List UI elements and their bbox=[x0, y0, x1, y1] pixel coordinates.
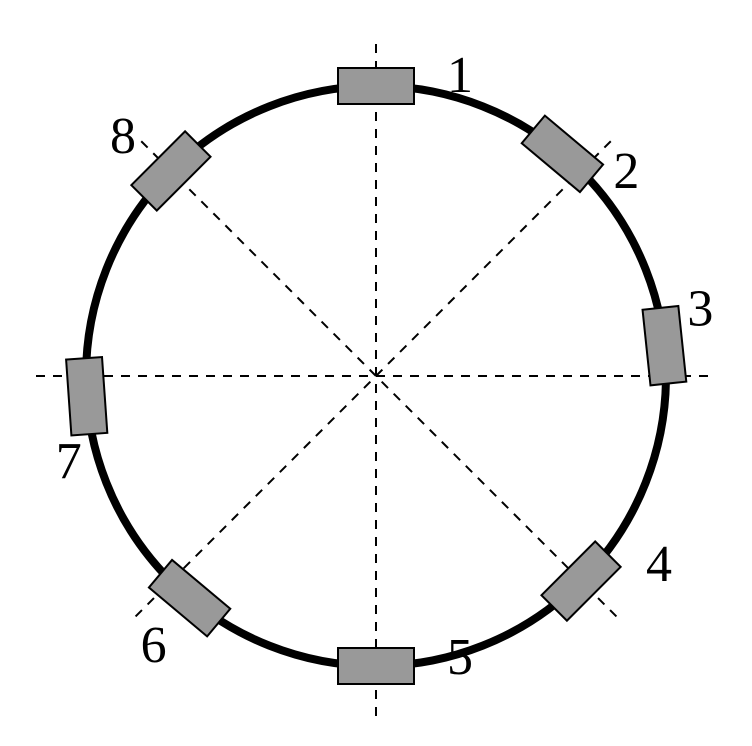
node-label-8: 8 bbox=[110, 108, 136, 165]
node-label-5: 5 bbox=[447, 629, 473, 686]
dashed-axes-layer bbox=[36, 36, 716, 716]
node-5 bbox=[338, 648, 414, 684]
node-label-1: 1 bbox=[447, 47, 473, 104]
node-rect bbox=[66, 357, 107, 435]
node-rect bbox=[338, 68, 414, 104]
node-label-4: 4 bbox=[646, 536, 672, 593]
radial-diagram: 1 2 3 4 5 6 7 8 bbox=[0, 0, 752, 746]
node-7 bbox=[66, 357, 107, 435]
node-3 bbox=[643, 306, 687, 385]
node-label-6: 6 bbox=[141, 617, 167, 674]
node-rect bbox=[338, 648, 414, 684]
node-rect bbox=[643, 306, 687, 385]
node-label-7: 7 bbox=[56, 433, 82, 490]
node-label-2: 2 bbox=[613, 143, 639, 200]
node-label-3: 3 bbox=[687, 281, 713, 338]
node-1 bbox=[338, 68, 414, 104]
